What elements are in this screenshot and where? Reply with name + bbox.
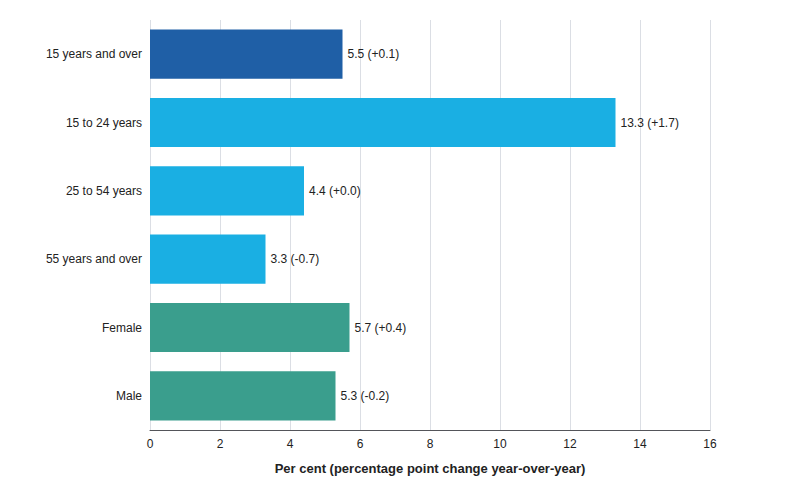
svg-text:15 to 24 years: 15 to 24 years [66,116,142,130]
svg-text:55 years and over: 55 years and over [46,252,142,266]
svg-text:5.7 (+0.4): 5.7 (+0.4) [355,321,407,335]
svg-text:8: 8 [427,437,434,451]
svg-text:6: 6 [357,437,364,451]
svg-text:2: 2 [217,437,224,451]
svg-text:Per cent (percentage point cha: Per cent (percentage point change year-o… [275,461,586,476]
svg-text:4.4 (+0.0): 4.4 (+0.0) [309,184,361,198]
svg-text:15 years and over: 15 years and over [46,47,142,61]
svg-text:5.5 (+0.1): 5.5 (+0.1) [348,47,400,61]
svg-text:0: 0 [147,437,154,451]
svg-text:Female: Female [102,321,142,335]
svg-text:14: 14 [633,437,647,451]
svg-text:25 to 54 years: 25 to 54 years [66,184,142,198]
svg-text:16: 16 [703,437,717,451]
svg-text:3.3 (-0.7): 3.3 (-0.7) [271,252,320,266]
svg-text:13.3 (+1.7): 13.3 (+1.7) [621,116,679,130]
svg-text:5.3 (-0.2): 5.3 (-0.2) [341,389,390,403]
svg-text:4: 4 [287,437,294,451]
svg-text:12: 12 [563,437,577,451]
svg-text:10: 10 [493,437,507,451]
svg-text:Male: Male [116,389,142,403]
